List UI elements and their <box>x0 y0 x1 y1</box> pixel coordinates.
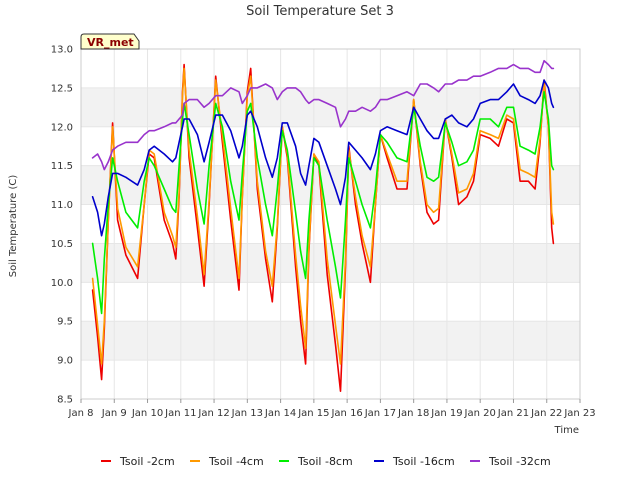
plot-band <box>81 87 580 127</box>
x-tick-label: Jan 18 <box>397 408 429 419</box>
x-axis: Jan 8 Jan 9 Jan 10 Jan 11 Jan 12 Jan 13 Jan 14… <box>68 399 596 419</box>
x-tick-label: Jan 11 <box>164 408 196 419</box>
plot-band <box>81 243 580 283</box>
x-tick-label: Jan 17 <box>364 408 396 419</box>
series-line-tsoil-8cm <box>91 91 555 315</box>
y-tick-label: 11.5 <box>51 161 73 172</box>
legend-item: Tsoil -32cm <box>470 455 551 468</box>
x-tick-label: Jan 16 <box>330 408 362 419</box>
legend-label: Tsoil -8cm <box>297 455 353 468</box>
plot-band <box>81 165 580 205</box>
y-tick-label: 10.5 <box>51 239 73 250</box>
x-tick-label: Jan 13 <box>231 408 263 419</box>
legend-item: Tsoil -8cm <box>279 455 353 468</box>
y-tick-label: 12.0 <box>51 122 73 133</box>
y-tick-label: 10.0 <box>51 278 73 289</box>
x-tick-label: Jan 21 <box>497 408 529 419</box>
y-axis-title: Soil Temperature (C) <box>8 175 19 278</box>
y-tick-label: 9.0 <box>57 356 73 367</box>
series-line-tsoil-4cm <box>91 67 555 365</box>
x-tick-label: Jan 10 <box>131 408 163 419</box>
x-tick-label: Jan 20 <box>464 408 496 419</box>
legend-label: Tsoil -32cm <box>488 455 551 468</box>
plot-band <box>81 321 580 361</box>
legend-label: Tsoil -16cm <box>392 455 455 468</box>
series-line-tsoil-32cm <box>91 59 555 171</box>
x-tick-label: Jan 12 <box>197 408 229 419</box>
x-tick-label: Jan 22 <box>530 408 562 419</box>
x-tick-label: Jan 19 <box>430 408 462 419</box>
legend-label: Tsoil -2cm <box>119 455 175 468</box>
plot-frame <box>80 48 581 400</box>
legend: Tsoil -2cm Tsoil -4cm Tsoil -8cm Tsoil -16c… <box>101 455 551 468</box>
y-tick-label: 12.5 <box>51 83 73 94</box>
legend-label: Tsoil -4cm <box>208 455 264 468</box>
series-lines <box>91 59 555 392</box>
x-tick-label: Jan 8 <box>68 408 94 419</box>
x-tick-label: Jan 9 <box>101 408 127 419</box>
x-tick-label: Jan 15 <box>297 408 329 419</box>
badge-box <box>80 33 140 50</box>
y-axis: 8.5 9.0 9.5 10.0 10.5 11.0 11.5 12.0 12.5 13.0 <box>51 45 73 406</box>
x-tick-label: Jan 23 <box>563 408 595 419</box>
y-tick-label: 8.5 <box>57 395 73 406</box>
x-axis-title: Time <box>554 425 579 436</box>
legend-item: Tsoil -16cm <box>374 455 455 468</box>
badge-text: VR_met <box>87 36 134 49</box>
y-tick-label: 13.0 <box>51 45 73 56</box>
chart-title: Soil Temperature Set 3 <box>246 4 394 19</box>
plot-bands <box>81 87 580 361</box>
y-tick-label: 9.5 <box>57 317 73 328</box>
legend-item: Tsoil -2cm <box>101 455 175 468</box>
x-tick-label: Jan 14 <box>264 408 296 419</box>
station-badge: VR_met <box>80 33 140 50</box>
legend-item: Tsoil -4cm <box>190 455 264 468</box>
series-line-tsoil-16cm <box>91 79 555 237</box>
y-tick-label: 11.0 <box>51 200 73 211</box>
